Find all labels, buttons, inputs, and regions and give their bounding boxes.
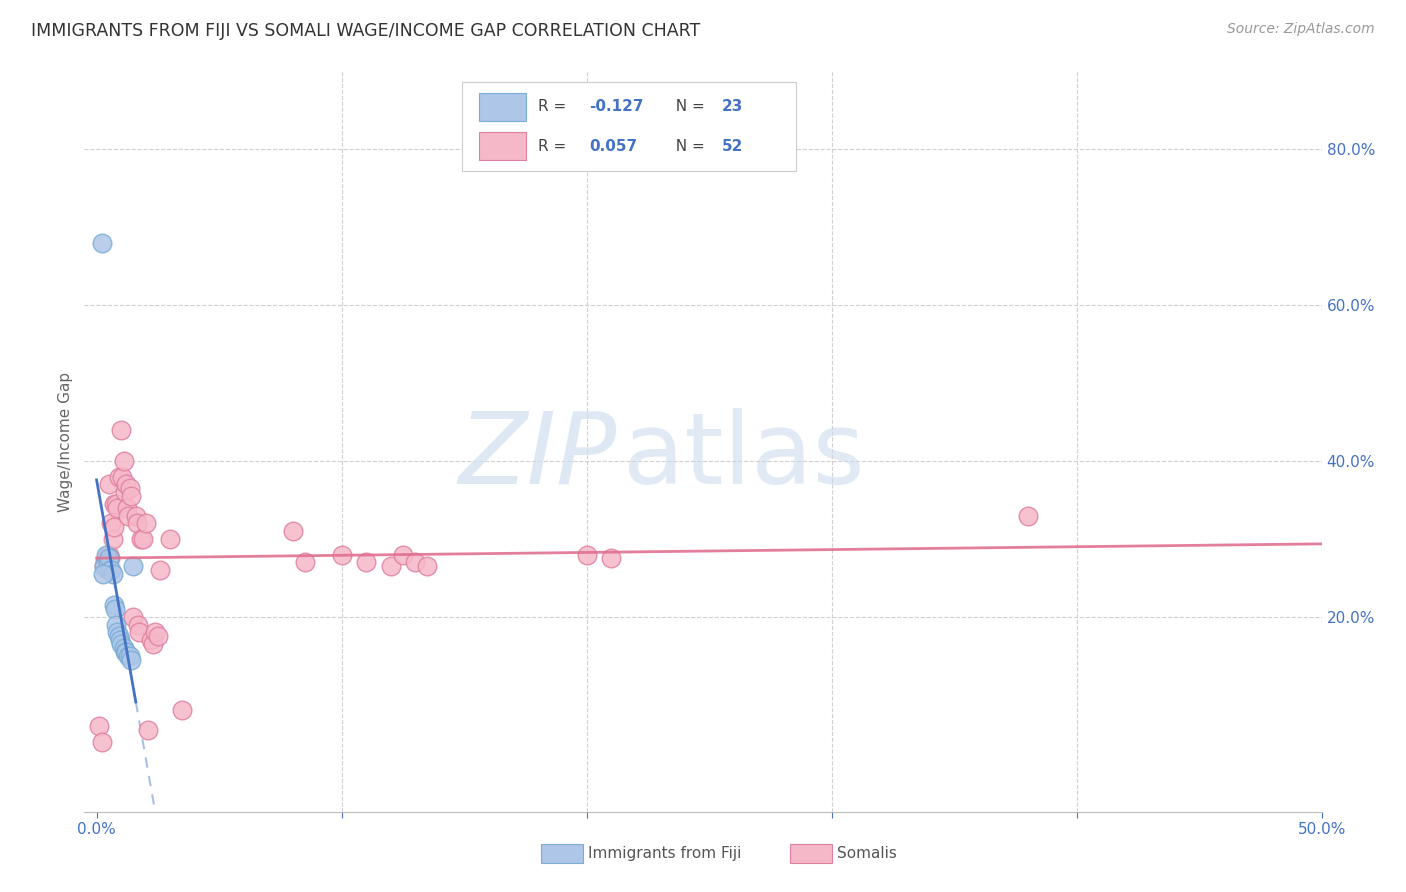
Text: IMMIGRANTS FROM FIJI VS SOMALI WAGE/INCOME GAP CORRELATION CHART: IMMIGRANTS FROM FIJI VS SOMALI WAGE/INCO… bbox=[31, 22, 700, 40]
Text: 52: 52 bbox=[721, 138, 742, 153]
Point bbox=[103, 520, 125, 534]
Point bbox=[122, 610, 145, 624]
Point bbox=[117, 508, 139, 523]
Point bbox=[136, 723, 159, 737]
Point bbox=[96, 551, 118, 566]
Point bbox=[112, 454, 135, 468]
Point bbox=[100, 516, 122, 531]
Point bbox=[97, 563, 120, 577]
Point bbox=[115, 500, 138, 515]
Point bbox=[112, 641, 135, 656]
Point bbox=[128, 625, 150, 640]
Point bbox=[294, 555, 316, 569]
Point bbox=[120, 653, 142, 667]
Point bbox=[146, 629, 169, 643]
Point bbox=[111, 469, 134, 483]
Point bbox=[110, 423, 132, 437]
Point bbox=[91, 567, 114, 582]
Text: -0.127: -0.127 bbox=[589, 99, 644, 114]
Point bbox=[159, 532, 181, 546]
Point bbox=[118, 481, 141, 495]
Text: 23: 23 bbox=[721, 99, 742, 114]
Point bbox=[94, 555, 117, 569]
Point bbox=[100, 563, 122, 577]
Point bbox=[125, 508, 148, 523]
FancyBboxPatch shape bbox=[479, 132, 526, 161]
Point bbox=[98, 548, 121, 562]
Point bbox=[416, 559, 439, 574]
Point bbox=[103, 598, 125, 612]
Point bbox=[127, 617, 149, 632]
Point bbox=[149, 563, 172, 577]
Point bbox=[96, 548, 118, 562]
Point bbox=[105, 617, 128, 632]
Point bbox=[101, 532, 124, 546]
FancyBboxPatch shape bbox=[479, 93, 526, 121]
Point bbox=[115, 477, 138, 491]
Point bbox=[110, 637, 132, 651]
Point bbox=[107, 625, 129, 640]
Point bbox=[118, 648, 141, 663]
Point bbox=[114, 485, 136, 500]
Point bbox=[98, 551, 121, 566]
Text: 0.057: 0.057 bbox=[589, 138, 637, 153]
Point bbox=[600, 551, 623, 566]
Point bbox=[1017, 508, 1039, 523]
Point bbox=[172, 703, 194, 717]
Point bbox=[93, 559, 115, 574]
Text: N =: N = bbox=[666, 138, 710, 153]
Point bbox=[281, 524, 304, 538]
Point bbox=[97, 477, 120, 491]
FancyBboxPatch shape bbox=[461, 82, 796, 171]
Point bbox=[354, 555, 377, 569]
Text: Immigrants from Fiji: Immigrants from Fiji bbox=[588, 847, 741, 861]
Point bbox=[103, 497, 125, 511]
Point bbox=[129, 532, 152, 546]
Point bbox=[98, 563, 121, 577]
Text: Source: ZipAtlas.com: Source: ZipAtlas.com bbox=[1227, 22, 1375, 37]
Text: R =: R = bbox=[538, 138, 572, 153]
Point bbox=[105, 497, 128, 511]
Y-axis label: Wage/Income Gap: Wage/Income Gap bbox=[58, 371, 73, 512]
Text: ZIP: ZIP bbox=[458, 408, 616, 505]
Point bbox=[125, 516, 148, 531]
Point bbox=[97, 551, 120, 566]
Point bbox=[107, 629, 129, 643]
Point bbox=[107, 500, 129, 515]
Text: Somalis: Somalis bbox=[837, 847, 897, 861]
Text: atlas: atlas bbox=[623, 408, 865, 505]
Text: R =: R = bbox=[538, 99, 572, 114]
Point bbox=[90, 235, 112, 250]
Point bbox=[330, 548, 353, 562]
Point bbox=[139, 633, 162, 648]
Point bbox=[108, 633, 131, 648]
Point bbox=[575, 548, 598, 562]
Point bbox=[115, 645, 138, 659]
Point bbox=[392, 548, 415, 562]
Point bbox=[120, 489, 142, 503]
Point bbox=[93, 559, 115, 574]
Point bbox=[132, 532, 155, 546]
Point bbox=[122, 559, 145, 574]
Point bbox=[380, 559, 402, 574]
Point bbox=[101, 567, 124, 582]
Point bbox=[104, 602, 127, 616]
Point bbox=[107, 469, 129, 483]
Point bbox=[117, 648, 139, 663]
Point bbox=[114, 645, 136, 659]
Point bbox=[90, 734, 112, 748]
Point bbox=[142, 637, 165, 651]
Point bbox=[404, 555, 426, 569]
Point bbox=[87, 719, 110, 733]
Point bbox=[97, 555, 120, 569]
Point bbox=[145, 625, 167, 640]
Point bbox=[135, 516, 157, 531]
Text: N =: N = bbox=[666, 99, 710, 114]
